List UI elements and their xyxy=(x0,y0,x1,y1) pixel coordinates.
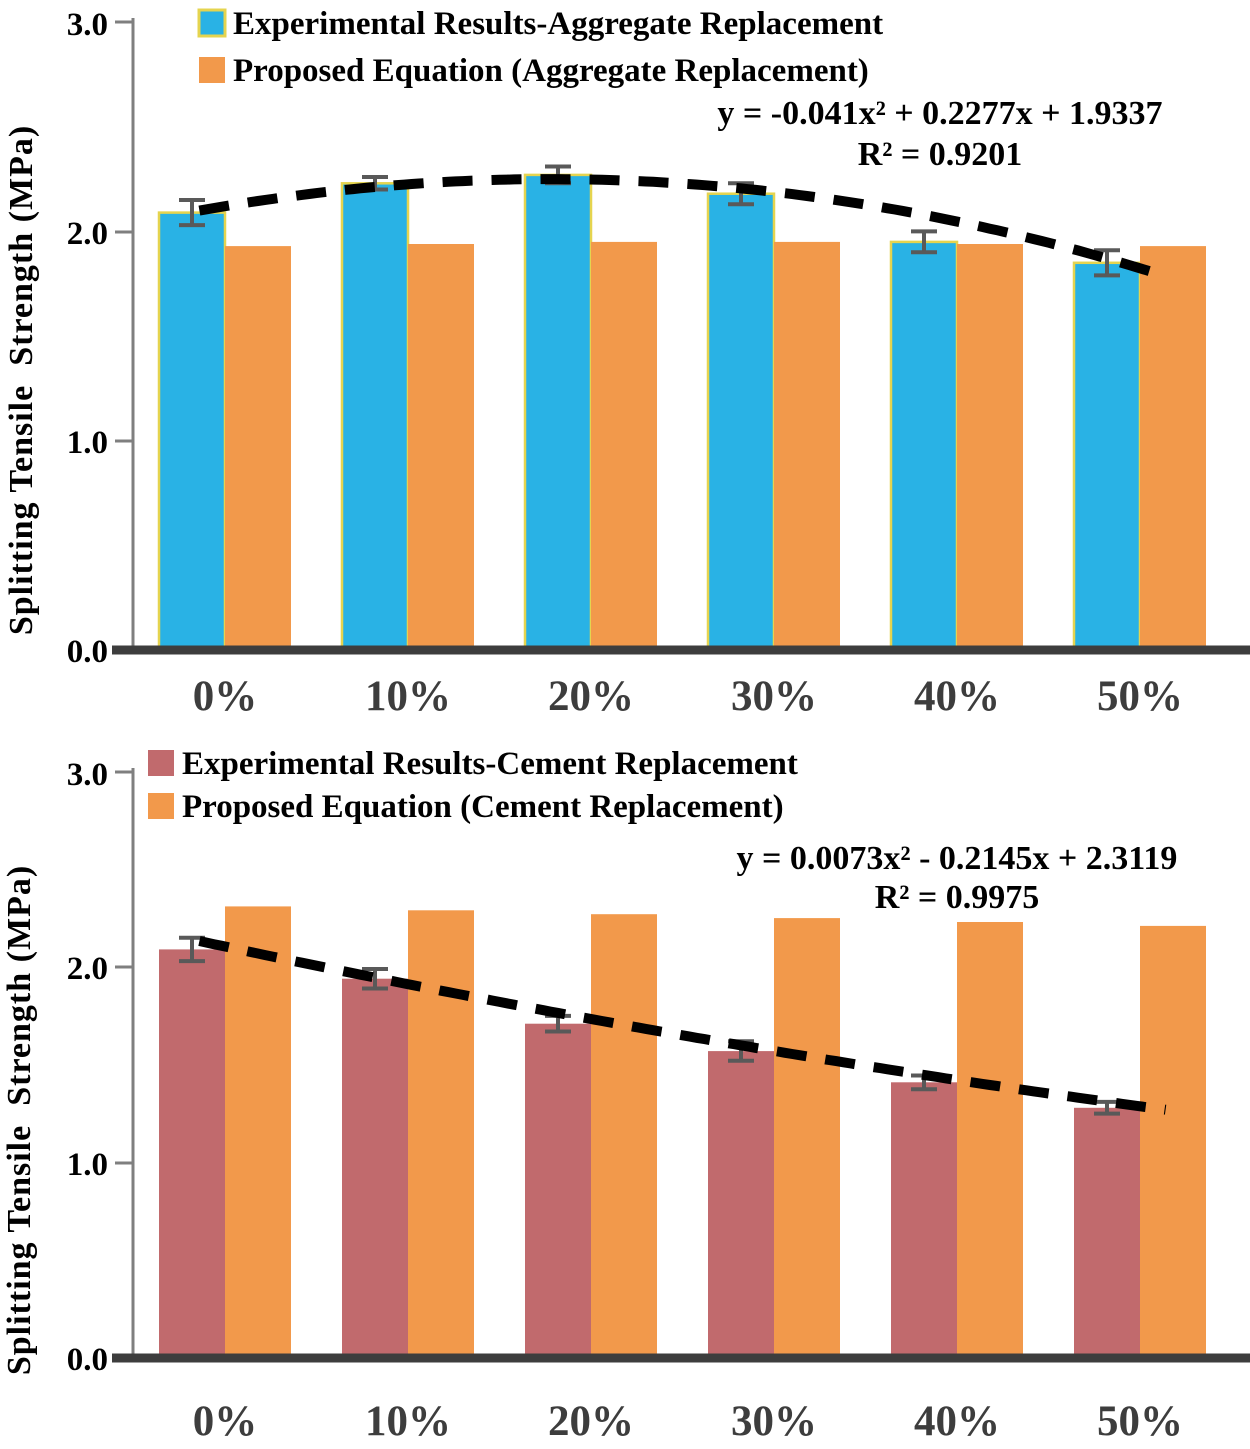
legend-label-experimental: Experimental Results-Cement Replacement xyxy=(182,746,798,782)
legend-swatch-experimental xyxy=(197,8,227,38)
x-category-label: 10% xyxy=(365,673,451,720)
proposed-bar xyxy=(408,244,474,650)
x-category-label: 20% xyxy=(548,673,634,720)
y-tick-label: 3.0 xyxy=(67,7,108,43)
experimental-bar xyxy=(1072,261,1142,652)
experimental-bar xyxy=(340,182,410,652)
experimental-bar xyxy=(342,978,408,1358)
experimental-bar xyxy=(889,240,959,652)
experimental-bar xyxy=(891,1082,957,1358)
y-tick-label: 2.0 xyxy=(67,951,108,987)
proposed-bar xyxy=(774,241,840,650)
y-axis xyxy=(115,18,135,652)
y-tick-label: 0.0 xyxy=(67,1342,108,1378)
bars-experimental xyxy=(157,173,1142,652)
r-squared-text: R² = 0.9201 xyxy=(858,136,1023,173)
r-squared-text: R² = 0.9975 xyxy=(875,879,1040,916)
y-axis xyxy=(115,768,135,1361)
equation-text: y = 0.0073x² - 0.2145x + 2.3119 xyxy=(737,840,1178,877)
experimental-bar xyxy=(708,1051,774,1358)
experimental-bar xyxy=(1074,1107,1140,1358)
y-tick-label: 1.0 xyxy=(67,425,108,461)
x-category-label: 20% xyxy=(548,1398,634,1445)
y-axis-title: Splitting Tensile Strength (MPa) xyxy=(1,865,38,1375)
trendline xyxy=(198,936,1167,1115)
proposed-bar xyxy=(591,914,657,1358)
legend-label-experimental: Experimental Results-Aggregate Replaceme… xyxy=(233,6,883,42)
x-category-label: 40% xyxy=(914,673,1000,720)
experimental-bar xyxy=(159,949,225,1358)
experimental-bar xyxy=(523,173,593,652)
cement-replacement-chart: 3.0 2.0 1.0 0.0 0% 10% 20% 30% 40% 50% S… xyxy=(1,746,1250,1445)
proposed-bar xyxy=(957,922,1023,1358)
error-bars xyxy=(179,164,1120,278)
x-category-label: 40% xyxy=(914,1398,1000,1445)
x-category-label: 10% xyxy=(365,1398,451,1445)
proposed-bar xyxy=(774,918,840,1358)
legend-label-proposed: Proposed Equation (Aggregate Replacement… xyxy=(233,53,869,89)
proposed-bar xyxy=(408,910,474,1358)
proposed-bar xyxy=(1140,925,1206,1358)
proposed-bar xyxy=(591,241,657,650)
x-category-label: 50% xyxy=(1097,1398,1183,1445)
y-tick-label: 2.0 xyxy=(67,216,108,252)
legend-swatch-experimental xyxy=(148,750,174,776)
proposed-bar xyxy=(225,246,291,650)
error-bars xyxy=(179,935,1120,1116)
aggregate-replacement-chart: 3.0 2.0 1.0 0.0 0% 10% 20% 30% 40% 50% S… xyxy=(3,6,1250,720)
proposed-bar xyxy=(225,906,291,1358)
proposed-bar xyxy=(957,244,1023,650)
y-axis-title: Splitting Tensile Strength (MPa) xyxy=(3,125,40,635)
y-tick-label: 1.0 xyxy=(67,1147,108,1183)
y-tick-label: 3.0 xyxy=(67,757,108,793)
trendline xyxy=(198,174,1168,281)
x-category-label: 0% xyxy=(193,673,258,720)
legend-swatch-proposed xyxy=(199,57,225,83)
x-category-label: 30% xyxy=(731,1398,817,1445)
proposed-bar xyxy=(1140,246,1206,650)
x-category-label: 30% xyxy=(731,673,817,720)
bars-proposed xyxy=(225,241,1206,650)
x-category-label: 50% xyxy=(1097,673,1183,720)
experimental-bar xyxy=(157,211,227,652)
equation-text: y = -0.041x² + 0.2277x + 1.9337 xyxy=(717,95,1162,132)
experimental-bar xyxy=(706,192,776,652)
legend-swatch-proposed xyxy=(148,793,174,819)
legend-label-proposed: Proposed Equation (Cement Replacement) xyxy=(182,789,784,825)
y-tick-label: 0.0 xyxy=(67,634,108,670)
x-category-label: 0% xyxy=(193,1398,258,1445)
bars-experimental xyxy=(159,949,1140,1358)
experimental-bar xyxy=(525,1023,591,1358)
